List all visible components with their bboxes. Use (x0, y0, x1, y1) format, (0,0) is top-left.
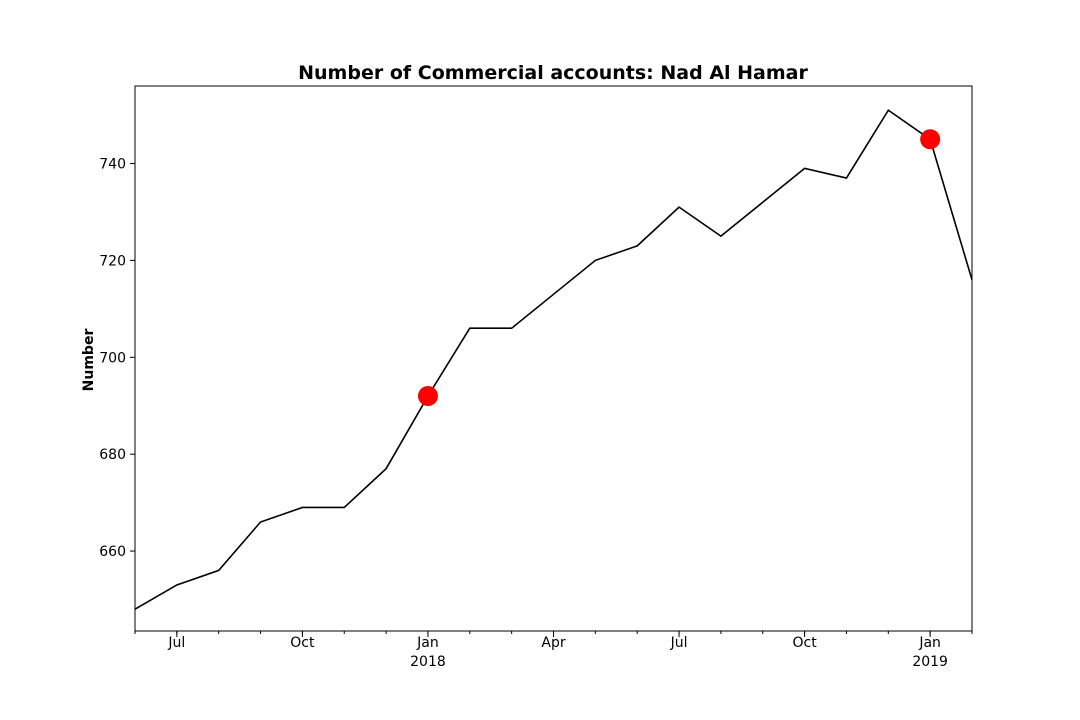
highlight-point (920, 129, 941, 150)
x-tick-label: Jul (670, 635, 688, 651)
x-tick-year-label: 2019 (912, 654, 948, 670)
y-tick-label: 740 (99, 157, 126, 173)
y-tick-label: 700 (99, 350, 126, 366)
highlight-markers (417, 129, 941, 407)
x-tick-label: Apr (541, 635, 565, 651)
highlight-point (417, 386, 438, 407)
x-axis: Jul Oct Jan 2018 Apr Jul Oct Jan 2019 (134, 631, 973, 670)
x-tick-year-label: 2018 (410, 654, 446, 670)
x-tick-label: Jan (416, 635, 439, 651)
y-tick-label: 660 (99, 544, 126, 560)
y-axis-label: Number (81, 329, 97, 392)
chart-title: Number of Commercial accounts: Nad Al Ha… (298, 62, 808, 84)
x-tick-label: Jul (167, 635, 185, 651)
y-tick-label: 720 (99, 253, 126, 269)
axes-frame (134, 85, 973, 632)
x-tick-label: Oct (290, 635, 315, 651)
plot-area: 660 680 700 720 740 Jul Oct Jan 2018 Apr Jul Oct Ja… (99, 85, 973, 670)
series-line (134, 109, 973, 610)
y-axis: 660 680 700 720 740 (99, 157, 135, 560)
x-tick-label: Oct (792, 635, 817, 651)
y-tick-label: 680 (99, 447, 126, 463)
x-tick-label: Jan (918, 635, 941, 651)
